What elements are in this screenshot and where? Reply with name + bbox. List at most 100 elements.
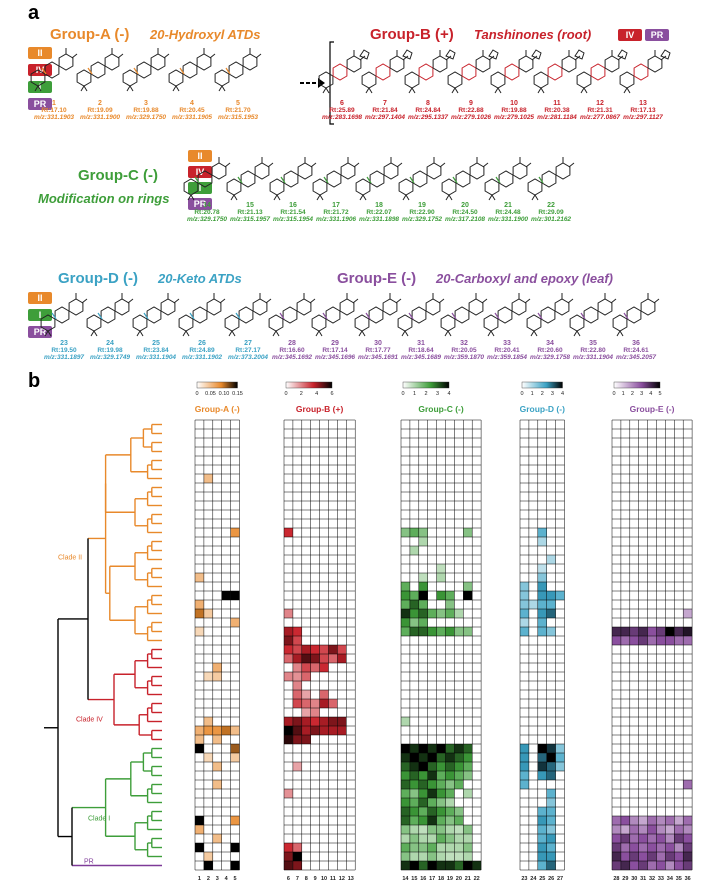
compound-structure-25 <box>132 293 180 337</box>
scale-tick-label: 3 <box>436 391 439 397</box>
column-label: 17 <box>429 876 435 882</box>
compound-rt: Rt:18.64 <box>408 347 434 355</box>
heatmap-cell <box>284 645 293 654</box>
compound-rt: Rt:19.88 <box>133 107 159 115</box>
heatmap-cell <box>284 636 293 645</box>
compound-rt: Rt:20.41 <box>494 347 520 355</box>
heatmap-cell <box>292 852 302 861</box>
compound-number: 28 <box>288 340 296 347</box>
compound-structure-13 <box>619 49 671 94</box>
heatmap-cell <box>463 843 473 852</box>
heatmap-cell <box>409 546 419 555</box>
heatmap-cell <box>445 861 455 870</box>
heatmap-cell <box>418 834 428 843</box>
heatmap-cell <box>212 726 222 735</box>
heatmap-cell <box>328 645 338 654</box>
compound-label-28: 28 Rt:16.60 m/z:345.1692 <box>268 340 316 362</box>
heatmap-cell <box>212 663 222 672</box>
heatmap-cell <box>409 600 419 609</box>
column-label: 36 <box>685 876 691 882</box>
heatmap-cell <box>203 852 213 861</box>
heatmap-cell <box>520 744 529 753</box>
compound-structure-11 <box>533 49 585 94</box>
heatmap-cell <box>665 843 675 852</box>
heatmap-cell <box>292 654 302 663</box>
compound-rt: Rt:21.31 <box>587 107 613 115</box>
scale-tick-label: 3 <box>640 391 643 397</box>
heatmap-cell <box>454 852 464 861</box>
heatmap-cell <box>409 753 419 762</box>
compound-rt: Rt:16.60 <box>279 347 305 355</box>
compound-mz: m/z:331.1906 <box>315 216 357 224</box>
heatmap-cell <box>546 816 556 825</box>
heatmap-cell <box>401 816 410 825</box>
heatmap-cell <box>284 609 293 618</box>
heatmap-cell <box>520 609 529 618</box>
compound-structure-16 <box>269 157 317 201</box>
compound-mz: m/z:331.1897 <box>43 354 85 362</box>
heatmap-cell <box>546 609 556 618</box>
heatmap-cell <box>436 825 446 834</box>
heatmap-cell <box>683 825 693 834</box>
heatmap-cell <box>221 591 231 600</box>
heatmap-cell <box>638 636 648 645</box>
compound-structure-34 <box>526 293 574 337</box>
column-label: 35 <box>676 876 682 882</box>
compound-label-5: 5 Rt:21.70 m/z:315.1953 <box>214 100 262 122</box>
heatmap-cell <box>401 789 410 798</box>
compound-rt: Rt:22.80 <box>580 347 606 355</box>
column-label: 27 <box>557 876 563 882</box>
heatmap-0: 0 0.05 0.10 0.15 Group-A (-) 1 2 3 4 5 <box>195 381 243 882</box>
compound-label-15: 15 Rt:21.13 m/z:315.1957 <box>226 202 274 224</box>
compound-structure-9 <box>447 49 499 94</box>
column-label: 22 <box>474 876 480 882</box>
heatmap-cell <box>195 744 204 753</box>
compound-number: 34 <box>546 340 554 347</box>
heatmap-cell <box>546 627 556 636</box>
heatmap-cell <box>629 834 639 843</box>
scale-tick-label: 1 <box>622 391 625 397</box>
heatmap-cell <box>647 636 657 645</box>
heatmap-cell <box>674 861 684 870</box>
compound-structure-1 <box>30 48 78 92</box>
compound-number: 10 <box>510 100 518 107</box>
compound-number: 13 <box>639 100 647 107</box>
heatmap-cell <box>292 645 302 654</box>
heatmap-cell <box>656 636 666 645</box>
heatmap-cell <box>555 753 565 762</box>
heatmap-cell <box>212 735 222 744</box>
heatmap-cell <box>401 582 410 591</box>
compound-mz: m/z:331.1904 <box>572 354 614 362</box>
heatmap-cell <box>620 861 630 870</box>
heatmap-cell <box>310 645 320 654</box>
heatmap-cell <box>427 753 437 762</box>
compound-number: 15 <box>246 202 254 209</box>
compound-structure-30 <box>354 293 402 337</box>
compound-mz: m/z:301.2162 <box>530 216 572 224</box>
heatmap-cell <box>546 807 556 816</box>
heatmap-cell <box>418 807 428 816</box>
heatmap-cell <box>537 753 547 762</box>
compound-label-20: 20 Rt:24.50 m/z:317.2108 <box>441 202 489 224</box>
heatmap-cell <box>319 717 329 726</box>
heatmap-cell <box>418 537 428 546</box>
heatmap-cell <box>647 825 657 834</box>
heatmap-cell <box>401 744 410 753</box>
heatmap-cell <box>401 717 410 726</box>
compound-number: 24 <box>106 340 114 347</box>
compound-mz: m/z:283.1698 <box>321 114 363 122</box>
heatmap-cell <box>284 861 293 870</box>
heatmap-cell <box>284 735 293 744</box>
heatmap-cell <box>436 843 446 852</box>
column-label: 33 <box>658 876 664 882</box>
heatmap-cell <box>445 816 455 825</box>
heatmap-cell <box>463 834 473 843</box>
heatmap-cell <box>555 591 565 600</box>
compound-mz: m/z:315.1957 <box>229 216 271 224</box>
heatmap-cell <box>284 528 293 537</box>
heatmap-cell <box>454 771 464 780</box>
heatmap-cell <box>463 528 473 537</box>
compound-structure-36 <box>612 293 660 337</box>
heatmap-cell <box>301 654 311 663</box>
